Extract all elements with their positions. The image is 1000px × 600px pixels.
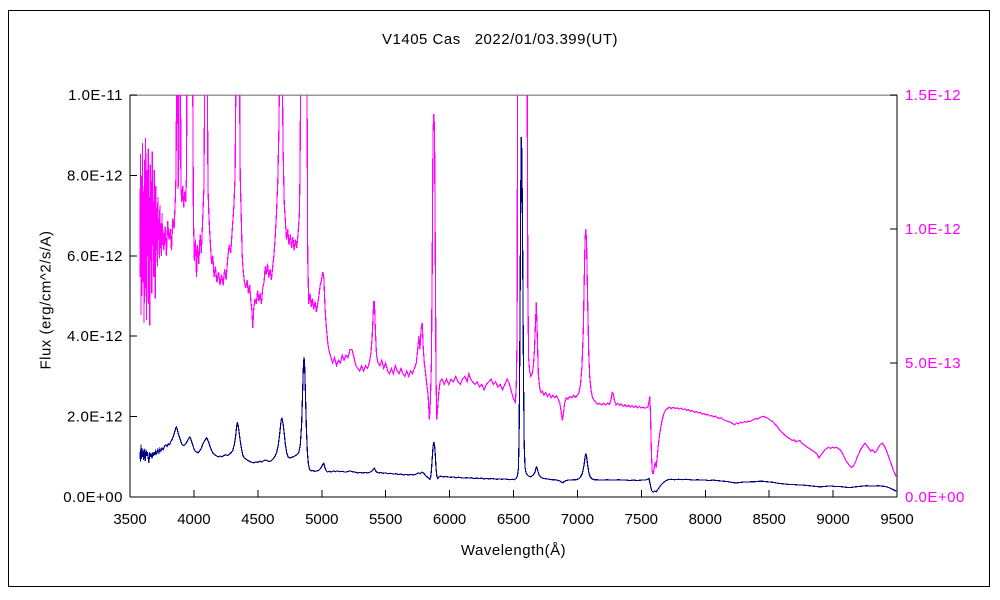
right-y-tick-label: 0.0E+00 — [905, 489, 965, 506]
magenta-spectrum-line — [139, 95, 897, 479]
x-tick-label: 3500 — [113, 511, 146, 528]
x-tick-label: 8000 — [689, 511, 722, 528]
navy-spectrum-line — [139, 136, 897, 494]
left-y-tick-label: 1.0E-11 — [68, 87, 123, 104]
x-tick-label: 4500 — [241, 511, 274, 528]
x-tick-label: 7500 — [625, 511, 658, 528]
left-y-tick-label: 6.0E-12 — [67, 248, 123, 265]
x-tick-label: 4000 — [177, 511, 210, 528]
x-tick-label: 5000 — [305, 511, 338, 528]
x-tick-label: 9500 — [880, 511, 913, 528]
right-y-tick-label: 1.0E-12 — [905, 221, 961, 238]
x-tick-label: 8500 — [752, 511, 785, 528]
x-tick-label: 5500 — [369, 511, 402, 528]
left-y-tick-label: 2.0E-12 — [67, 409, 123, 426]
x-tick-label: 6000 — [433, 511, 466, 528]
right-y-tick-label: 1.5E-12 — [905, 87, 961, 104]
right-y-tick-label: 5.0E-13 — [905, 355, 961, 372]
left-y-tick-label: 4.0E-12 — [67, 328, 123, 345]
left-y-tick-label: 8.0E-12 — [67, 167, 123, 184]
x-tick-label: 7000 — [561, 511, 594, 528]
outer-border — [8, 10, 990, 587]
left-y-tick-label: 0.0E+00 — [63, 489, 123, 506]
chart-title: V1405 Cas 2022/01/03.399(UT) — [382, 31, 618, 48]
x-tick-label: 6500 — [497, 511, 530, 528]
x-tick-label: 9000 — [816, 511, 849, 528]
x-axis-label: Wavelength(Å) — [460, 542, 567, 559]
